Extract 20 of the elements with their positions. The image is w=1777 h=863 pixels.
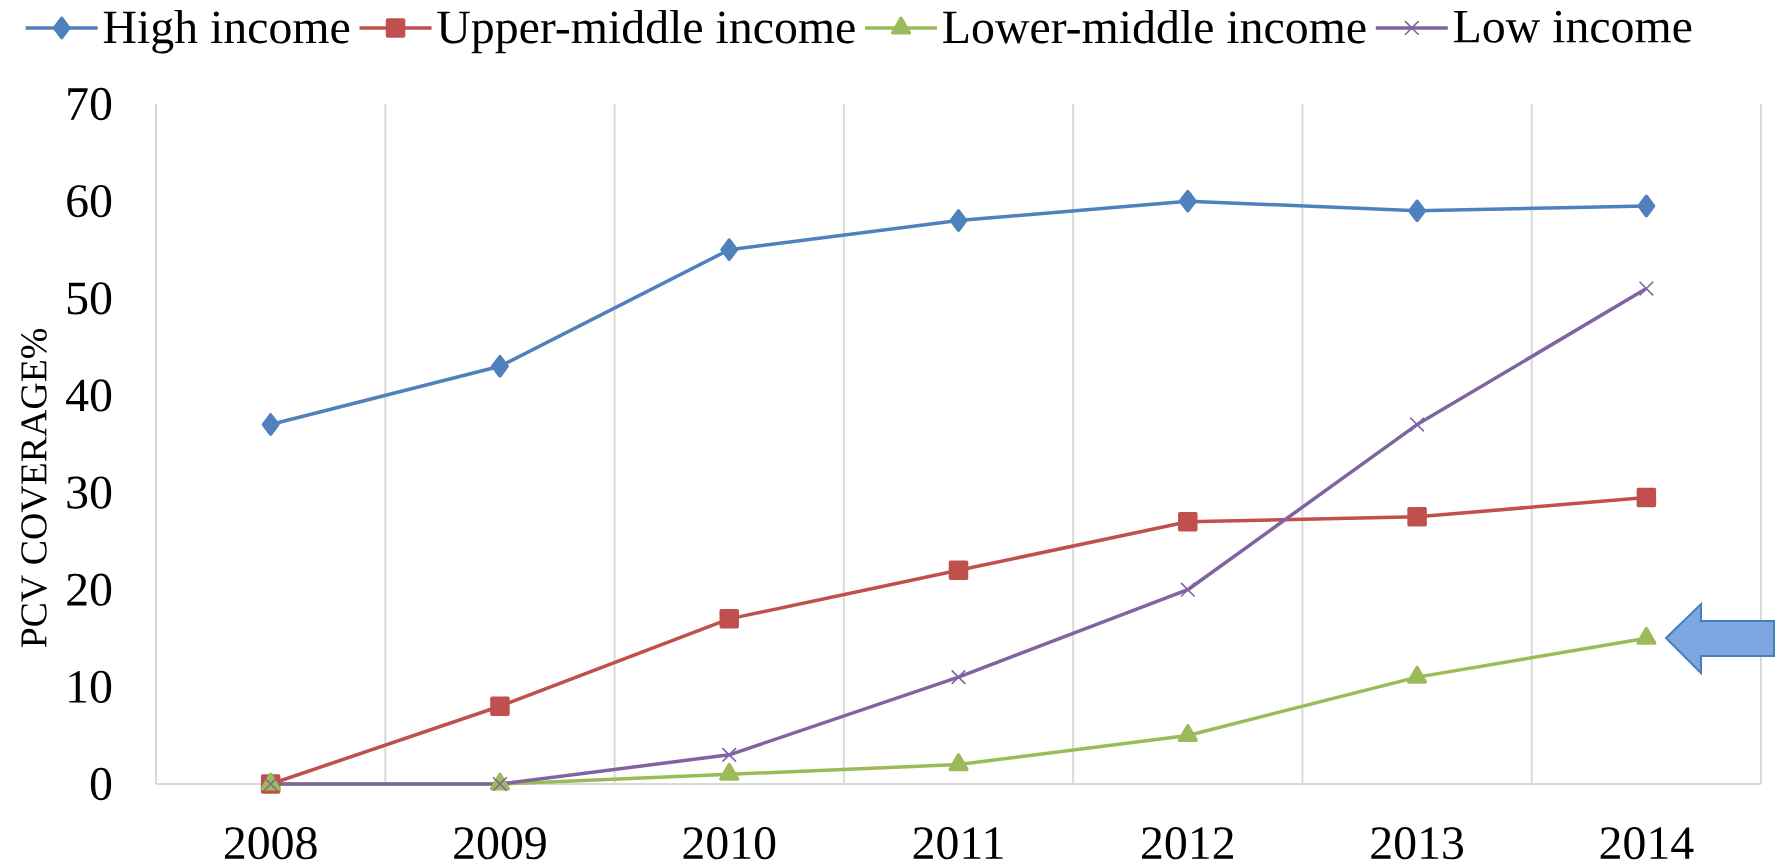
y-axis-title: PCV COVERAGE%: [21, 328, 47, 648]
x-tick-label: 2013: [1371, 827, 1464, 860]
x-tick-label: 2009: [454, 827, 546, 860]
x-tick-label: 2014: [1600, 827, 1694, 860]
y-tick-label: 20: [67, 573, 112, 606]
x-tick-label: 2010: [683, 827, 776, 860]
y-tick-label: 10: [69, 670, 112, 703]
x-tick-label: 2011: [913, 827, 1003, 860]
y-tick-label: 0: [90, 767, 112, 801]
legend-label: Low income: [1453, 10, 1692, 43]
legend-label: Lower-middle income: [943, 9, 1366, 44]
y-tick-label: 70: [68, 87, 112, 121]
x-tick-label: 2012: [1142, 827, 1233, 860]
y-tick-label: 50: [67, 282, 112, 315]
y-tick-label: 40: [66, 379, 112, 412]
x-tick-label: 2008: [224, 827, 317, 860]
legend-label: High income: [103, 9, 350, 54]
legend-label: Upper-middle income: [437, 9, 855, 54]
y-tick-label: 30: [67, 476, 112, 509]
y-tick-label: 60: [67, 184, 112, 218]
